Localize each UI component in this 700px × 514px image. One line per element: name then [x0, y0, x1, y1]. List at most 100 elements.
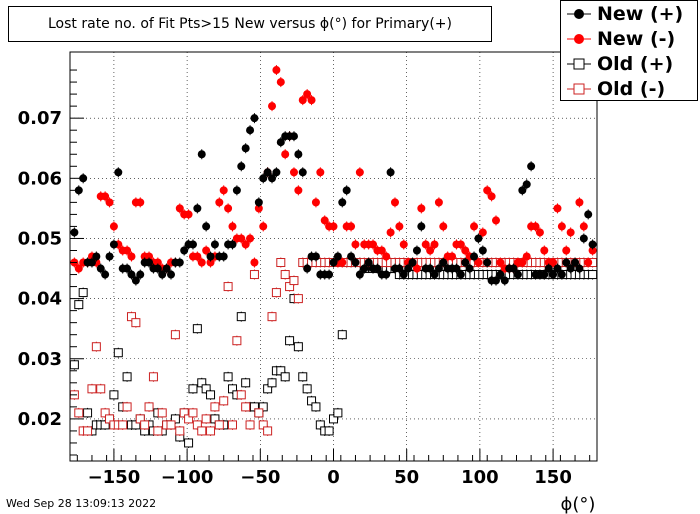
legend-label: Old (-): [597, 78, 665, 100]
data-point: [171, 331, 179, 339]
data-point: [75, 409, 83, 417]
data-point: [553, 204, 561, 212]
data-point: [409, 259, 417, 267]
data-point: [123, 403, 131, 411]
data-point: [202, 415, 210, 423]
data-point: [167, 271, 175, 279]
data-point: [250, 259, 258, 267]
data-point: [237, 162, 245, 170]
data-point: [501, 277, 509, 285]
data-point: [448, 253, 456, 261]
data-point: [562, 246, 570, 254]
data-point: [242, 144, 250, 152]
data-point: [268, 102, 276, 110]
legend-item-old-plus: Old (+): [561, 52, 697, 76]
data-point: [308, 96, 316, 104]
data-point: [202, 222, 210, 230]
data-point: [281, 150, 289, 158]
data-point: [92, 343, 100, 351]
y-tick-label: 0.06: [18, 168, 62, 189]
data-point: [277, 259, 285, 267]
x-tick-label: −50: [240, 467, 280, 488]
data-point: [264, 427, 272, 435]
data-point: [400, 240, 408, 248]
data-point: [294, 186, 302, 194]
data-point: [479, 246, 487, 254]
data-point: [330, 222, 338, 230]
data-point: [88, 385, 96, 393]
legend-item-old-minus: Old (-): [561, 77, 697, 101]
legend-label: New (+): [597, 3, 683, 25]
data-point: [294, 295, 302, 303]
data-point: [79, 289, 87, 297]
data-point: [391, 198, 399, 206]
x-axis-label: ϕ(°): [561, 494, 596, 514]
legend-item-new-plus: New (+): [561, 2, 697, 26]
data-point: [250, 114, 258, 122]
data-point: [92, 253, 100, 261]
data-point: [334, 409, 342, 417]
data-point: [106, 253, 114, 261]
data-point: [259, 222, 267, 230]
filled-circle-marker-icon: [565, 27, 593, 51]
data-point: [114, 349, 122, 357]
data-point: [145, 403, 153, 411]
data-point: [255, 198, 263, 206]
data-point: [413, 246, 421, 254]
data-point: [338, 331, 346, 339]
data-point: [483, 259, 491, 267]
x-tick-label: 100: [461, 467, 499, 488]
data-point: [580, 234, 588, 242]
data-point: [567, 228, 575, 236]
timestamp: Wed Sep 28 13:09:13 2022: [6, 497, 156, 510]
data-point: [558, 222, 566, 230]
data-point: [84, 427, 92, 435]
data-point: [185, 439, 193, 447]
data-point: [470, 253, 478, 261]
data-point: [299, 168, 307, 176]
data-point: [189, 409, 197, 417]
data-point: [224, 373, 232, 381]
data-point: [316, 168, 324, 176]
data-point: [281, 271, 289, 279]
data-point: [75, 301, 83, 309]
data-point: [176, 427, 184, 435]
data-point: [224, 204, 232, 212]
data-point: [584, 259, 592, 267]
open-square-marker-icon: [565, 77, 593, 101]
y-tick-label: 0.05: [18, 228, 62, 249]
legend-label: New (-): [597, 28, 675, 50]
data-point: [193, 204, 201, 212]
data-point: [294, 150, 302, 158]
data-point: [189, 240, 197, 248]
data-point: [185, 210, 193, 218]
data-point: [312, 198, 320, 206]
data-point: [351, 259, 359, 267]
data-point: [189, 385, 197, 393]
data-point: [272, 168, 280, 176]
data-point: [167, 421, 175, 429]
data-point: [395, 222, 403, 230]
data-point: [132, 319, 140, 327]
data-point: [268, 379, 276, 387]
data-point: [215, 198, 223, 206]
data-point: [589, 271, 597, 279]
open-square-marker-icon: [565, 52, 593, 76]
y-tick-label: 0.02: [18, 409, 62, 430]
filled-circle-marker-icon: [565, 2, 593, 26]
data-point: [211, 403, 219, 411]
data-point: [527, 162, 535, 170]
x-tick-label: 50: [394, 467, 419, 488]
data-point: [154, 427, 162, 435]
data-point: [101, 271, 109, 279]
data-point: [575, 198, 583, 206]
data-point: [580, 222, 588, 230]
legend-label: Old (+): [597, 53, 673, 75]
data-point: [457, 271, 465, 279]
x-tick-label: −150: [88, 467, 141, 488]
data-point: [211, 240, 219, 248]
data-point: [431, 240, 439, 248]
data-point: [114, 168, 122, 176]
data-point: [347, 222, 355, 230]
x-tick-label: 0: [327, 467, 340, 488]
